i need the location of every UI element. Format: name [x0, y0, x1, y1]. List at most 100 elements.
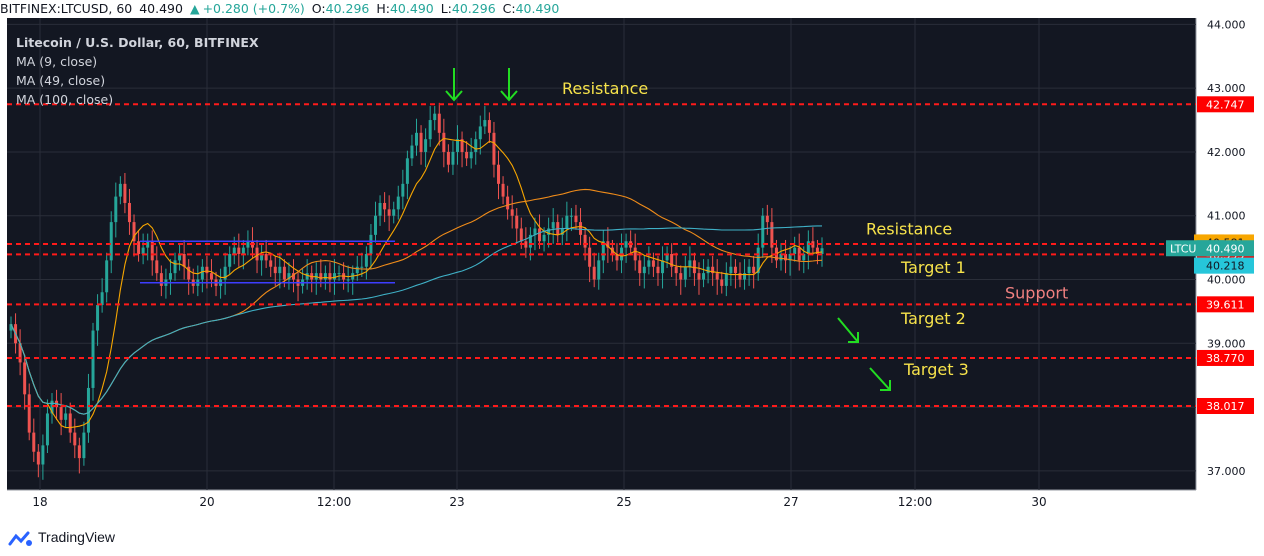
- candle-body: [651, 260, 655, 267]
- candle-body: [323, 273, 327, 280]
- candle-body: [592, 266, 596, 280]
- arrow-down-icon: [500, 90, 518, 102]
- level-tag: [1197, 96, 1254, 113]
- candle-body: [738, 273, 742, 280]
- candle-body: [487, 120, 491, 133]
- candle-body: [770, 222, 774, 248]
- x-tick-label: 18: [32, 495, 47, 509]
- open-value: 40.296: [325, 1, 370, 16]
- candle-body: [319, 273, 323, 280]
- candle-body: [401, 183, 405, 197]
- candle-body: [665, 254, 669, 261]
- arrow-diagonal-icon: [837, 317, 859, 343]
- candle-body: [332, 273, 336, 280]
- candle-body: [355, 266, 359, 274]
- candle-body: [606, 241, 610, 248]
- candle-body: [733, 266, 737, 274]
- low-label: L:: [440, 1, 452, 16]
- candle-body: [405, 158, 409, 184]
- candle-body: [27, 394, 31, 433]
- candle-body: [729, 266, 733, 274]
- annotation-label: Target 3: [903, 360, 969, 379]
- candle-body: [278, 266, 282, 274]
- candle-body: [41, 445, 45, 465]
- candle-body: [711, 266, 715, 274]
- candle-body: [96, 305, 100, 331]
- candle-body: [118, 183, 122, 197]
- candle-body: [73, 432, 77, 446]
- open-label: O:: [311, 1, 326, 16]
- level-tag: [1197, 349, 1254, 366]
- candle-body: [337, 273, 341, 275]
- price-chart[interactable]: 44.000 43.000 42.000 41.000 40.000 39.000 38.0…: [0, 0, 1264, 524]
- candle-body: [23, 362, 27, 395]
- annotation-label: Target 2: [900, 309, 966, 328]
- candle-body: [588, 247, 592, 267]
- x-tick-label: 20: [199, 495, 214, 509]
- candle-body: [82, 432, 86, 459]
- candle-body: [793, 247, 797, 254]
- candle-body: [788, 254, 792, 261]
- high-value: 40.490: [389, 1, 434, 16]
- candle-body: [533, 228, 537, 235]
- annotation-label: Resistance: [562, 79, 648, 98]
- candle-body: [100, 292, 104, 306]
- legend-ma-100: MA (100, close): [16, 92, 114, 107]
- candle-body: [433, 113, 437, 121]
- candle-body: [364, 254, 368, 267]
- candle-body: [483, 120, 487, 127]
- candle-body: [187, 266, 191, 280]
- arrow-diagonal-icon: [869, 367, 891, 391]
- level-tag-label: 39.611: [1206, 298, 1245, 311]
- candle-body: [328, 273, 332, 280]
- arrow-down-icon: [445, 90, 463, 102]
- candle-body: [86, 387, 90, 433]
- candle-body: [155, 260, 159, 274]
- candle-body: [474, 139, 478, 152]
- candle-body: [715, 273, 719, 280]
- annotation-label: Resistance: [866, 219, 952, 238]
- level-tag-label: 38.770: [1206, 352, 1245, 365]
- candle-body: [9, 324, 13, 331]
- tradingview-logo-icon: [8, 531, 32, 546]
- candle-body: [524, 241, 528, 248]
- candle-body: [679, 273, 683, 280]
- candle-body: [123, 183, 127, 203]
- legend-ma-9: MA (9, close): [16, 54, 98, 69]
- level-tag: [1197, 397, 1254, 414]
- candle-body: [255, 247, 259, 261]
- candle-body: [747, 266, 751, 274]
- candle-body: [583, 234, 587, 248]
- candle-body: [756, 247, 760, 274]
- y-tick-label: 40.000: [1207, 274, 1246, 287]
- candle-body: [260, 254, 264, 261]
- candle-body: [428, 120, 432, 140]
- arrow-diagonal-icon: [880, 380, 891, 391]
- candle-body: [305, 273, 309, 280]
- candle-body: [765, 215, 769, 223]
- y-tick-label: 43.000: [1207, 82, 1246, 95]
- ticker-last: 40.490: [139, 1, 183, 16]
- y-tick-label: 41.000: [1207, 210, 1246, 223]
- candle-body: [282, 266, 286, 280]
- x-tick-label: 25: [616, 495, 631, 509]
- candle-body: [551, 222, 555, 229]
- candle-body: [373, 215, 377, 235]
- candle-body: [446, 151, 450, 165]
- candle-body: [697, 273, 701, 280]
- high-label: H:: [376, 1, 390, 16]
- candle-body: [232, 247, 236, 254]
- candle-body: [633, 247, 637, 261]
- candle-body: [661, 260, 665, 274]
- candle-body: [246, 241, 250, 248]
- candle-body: [815, 247, 819, 254]
- candle-body: [806, 241, 810, 254]
- candle-body: [127, 202, 131, 223]
- candle-body: [159, 273, 163, 286]
- candle-body: [688, 260, 692, 267]
- candle-body: [542, 234, 546, 242]
- candle-body: [615, 254, 619, 261]
- candle-body: [752, 266, 756, 274]
- candle-body: [424, 139, 428, 152]
- footer: TradingView: [0, 524, 1264, 556]
